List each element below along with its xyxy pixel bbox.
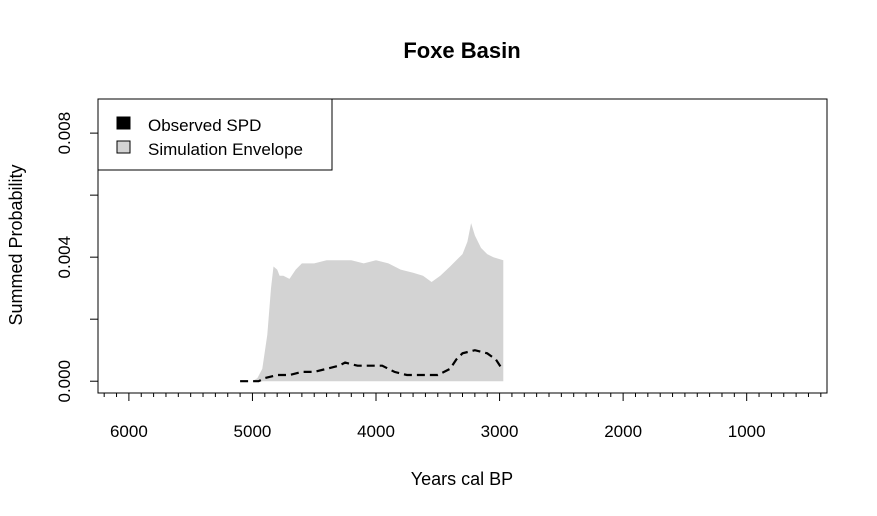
x-axis: 6000 5000 4000 3000 2000 1000 [103, 392, 822, 441]
legend-label-simulation-envelope: Simulation Envelope [148, 140, 303, 159]
x-axis-label: Years cal BP [411, 469, 513, 489]
x-tick-label: 1000 [728, 422, 766, 441]
observed-spd-line [240, 349, 503, 383]
y-tick-label: 0.004 [55, 236, 74, 279]
x-tick-label: 3000 [481, 422, 519, 441]
y-tick-label: 0.008 [55, 112, 74, 155]
x-tick-label: 5000 [234, 422, 272, 441]
legend-swatch-simulation-envelope [116, 140, 131, 154]
x-tick-label: 6000 [110, 422, 148, 441]
legend-swatch-observed-spd [116, 116, 131, 130]
simulation-envelope-area [252, 223, 504, 382]
legend-label-observed-spd: Observed SPD [148, 116, 261, 135]
y-axis-label: Summed Probability [6, 164, 26, 325]
y-tick-label: 0.000 [55, 360, 74, 403]
y-axis: 0.000 0.004 0.008 [55, 112, 99, 403]
plot-layer [240, 223, 504, 383]
x-tick-label: 2000 [604, 422, 642, 441]
x-tick-label: 4000 [357, 422, 395, 441]
legend-box [97, 98, 333, 171]
legend: Observed SPD Simulation Envelope [97, 98, 333, 171]
chart-title: Foxe Basin [403, 38, 520, 63]
